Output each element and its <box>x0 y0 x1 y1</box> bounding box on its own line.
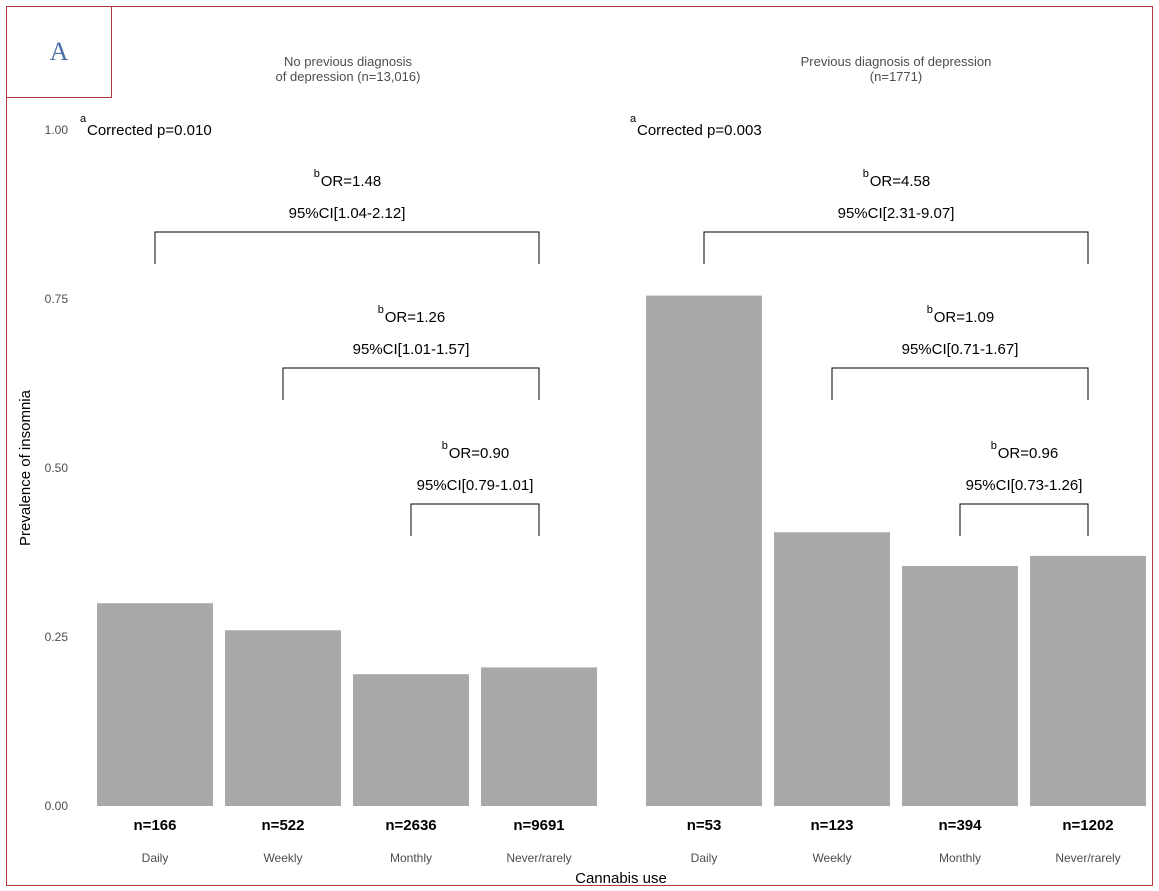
superscript-label: a <box>80 113 87 125</box>
facet-title: Previous diagnosis of depression <box>801 54 992 69</box>
comparison-bracket <box>703 231 1089 264</box>
count-label: n=9691 <box>513 817 564 834</box>
x-tick-label: Weekly <box>812 851 851 865</box>
corrected-p-label: Corrected p=0.003 <box>637 122 762 139</box>
bar <box>225 630 341 806</box>
or-label: OR=4.58 <box>870 173 930 190</box>
count-label: n=53 <box>687 817 722 834</box>
superscript-label: b <box>442 440 448 452</box>
ci-label: 95%CI[0.73-1.26] <box>966 477 1083 494</box>
or-label: OR=1.26 <box>385 309 445 326</box>
y-tick-label: 0.75 <box>45 292 69 306</box>
x-tick-label: Daily <box>691 851 718 865</box>
bar <box>481 667 597 806</box>
ci-label: 95%CI[0.71-1.67] <box>902 341 1019 358</box>
bar <box>97 603 213 806</box>
figure-frame <box>6 6 1153 886</box>
or-label: OR=1.48 <box>321 173 381 190</box>
panel-label-box <box>6 6 112 98</box>
x-tick-label: Daily <box>142 851 169 865</box>
ci-label: 95%CI[1.01-1.57] <box>353 341 470 358</box>
y-tick-label: 1.00 <box>45 123 69 137</box>
count-label: n=2636 <box>385 817 436 834</box>
facet-title: (n=1771) <box>870 69 922 84</box>
count-label: n=1202 <box>1062 817 1113 834</box>
x-axis-title: Cannabis use <box>575 870 667 887</box>
superscript-label: b <box>314 168 320 180</box>
comparison-bracket <box>959 503 1089 536</box>
bar <box>902 566 1018 806</box>
comparison-bracket <box>282 367 540 400</box>
comparison-bracket <box>410 503 540 536</box>
superscript-label: b <box>863 168 869 180</box>
superscript-label: a <box>630 113 637 125</box>
comparison-bracket <box>154 231 540 264</box>
x-tick-label: Weekly <box>263 851 302 865</box>
superscript-label: b <box>927 304 933 316</box>
x-tick-label: Never/rarely <box>1055 851 1120 865</box>
bar <box>646 295 762 806</box>
x-tick-label: Monthly <box>390 851 432 865</box>
y-axis-title: Prevalence of insomnia <box>17 389 34 546</box>
facet-title: No previous diagnosis <box>284 54 412 69</box>
count-label: n=394 <box>939 817 983 834</box>
x-tick-label: Never/rarely <box>506 851 571 865</box>
count-label: n=522 <box>262 817 305 834</box>
or-label: OR=0.90 <box>449 445 509 462</box>
or-label: OR=1.09 <box>934 309 994 326</box>
ci-label: 95%CI[0.79-1.01] <box>417 477 534 494</box>
count-label: n=123 <box>811 817 854 834</box>
bar <box>774 532 890 806</box>
comparison-bracket <box>831 367 1089 400</box>
ci-label: 95%CI[2.31-9.07] <box>838 205 955 222</box>
panel-label: A <box>49 37 69 66</box>
bar <box>1030 555 1146 806</box>
corrected-p-label: Corrected p=0.010 <box>87 122 212 139</box>
or-label: OR=0.96 <box>998 445 1058 462</box>
superscript-label: b <box>378 304 384 316</box>
superscript-label: b <box>991 440 997 452</box>
y-tick-label: 0.50 <box>45 461 69 475</box>
y-tick-label: 0.00 <box>45 799 69 813</box>
x-tick-label: Monthly <box>939 851 981 865</box>
y-tick-label: 0.25 <box>45 630 69 644</box>
ci-label: 95%CI[1.04-2.12] <box>289 205 406 222</box>
facet-title: of depression (n=13,016) <box>276 69 421 84</box>
bar <box>353 674 469 806</box>
count-label: n=166 <box>134 817 177 834</box>
